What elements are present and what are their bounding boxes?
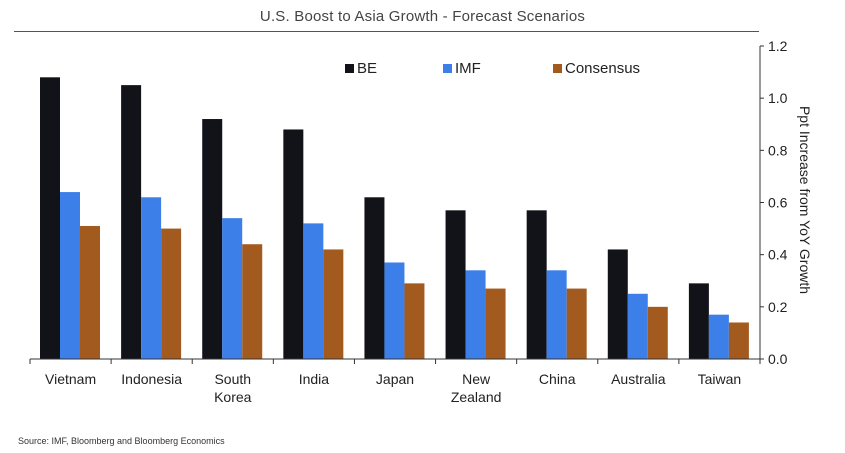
category-label: South Korea	[214, 371, 252, 405]
bar-consensus-0	[80, 225, 100, 359]
legend-swatch-consensus	[553, 64, 562, 73]
bars-layer	[40, 77, 749, 360]
y-tick-label: 0.4	[768, 247, 788, 263]
bar-consensus-3	[323, 249, 344, 359]
y-tick-label: 1.0	[768, 90, 788, 106]
y-tick-label: 0.8	[768, 142, 788, 158]
source-note: Source: IMF, Bloomberg and Bloomberg Eco…	[18, 436, 225, 446]
bar-be-7	[607, 249, 628, 359]
category-label: Japan	[376, 371, 414, 387]
category-labels: Vietnam Indonesia South Korea India Japan New Z…	[45, 371, 741, 405]
category-label: New Zealand	[451, 371, 502, 405]
legend-label-imf: IMF	[455, 60, 481, 77]
legend-swatch-be	[345, 64, 354, 73]
bar-be-6	[526, 210, 547, 359]
bar-imf-8	[708, 314, 729, 359]
bar-imf-6	[546, 270, 567, 359]
chart-title: U.S. Boost to Asia Growth - Forecast Sce…	[259, 8, 586, 25]
legend: BE IMF Consensus	[345, 60, 640, 77]
bar-imf-3	[303, 223, 324, 359]
bar-consensus-6	[566, 288, 587, 359]
category-label: Indonesia	[121, 371, 182, 387]
y-axis-label: Ppt Increase from YoY Growth	[797, 106, 813, 294]
bar-be-8	[688, 283, 709, 359]
bar-be-3	[283, 129, 304, 359]
bar-imf-1	[141, 197, 162, 359]
bar-imf-5	[465, 270, 486, 359]
category-label: India	[299, 371, 330, 387]
category-label: Vietnam	[45, 371, 96, 387]
bar-be-4	[364, 197, 385, 359]
bar-be-1	[121, 85, 142, 359]
bar-be-2	[202, 119, 223, 360]
bar-imf-0	[60, 192, 80, 359]
bar-be-0	[40, 77, 60, 360]
category-label: Australia	[611, 371, 666, 387]
bar-consensus-2	[242, 244, 263, 359]
title-divider	[14, 31, 759, 32]
legend-swatch-imf	[443, 64, 452, 73]
bar-consensus-1	[161, 228, 182, 359]
bar-imf-2	[222, 218, 243, 359]
bar-consensus-7	[647, 306, 668, 359]
bar-consensus-4	[404, 283, 425, 359]
legend-label-be: BE	[357, 60, 377, 77]
bar-be-5	[445, 210, 466, 359]
axis-layer: 0.0 0.2 0.4 0.6 0.8 1.0 1.2	[29, 38, 788, 367]
bar-consensus-8	[728, 322, 749, 359]
legend-label-consensus: Consensus	[565, 60, 640, 77]
category-label: China	[539, 371, 576, 387]
bar-consensus-5	[485, 288, 506, 359]
bar-imf-4	[384, 262, 405, 359]
y-tick-label: 1.2	[768, 38, 788, 54]
y-tick-label: 0.2	[768, 299, 788, 315]
category-label: Taiwan	[698, 371, 742, 387]
bar-imf-7	[627, 293, 648, 359]
y-tick-label: 0.6	[768, 195, 788, 211]
y-tick-label: 0.0	[768, 351, 788, 367]
